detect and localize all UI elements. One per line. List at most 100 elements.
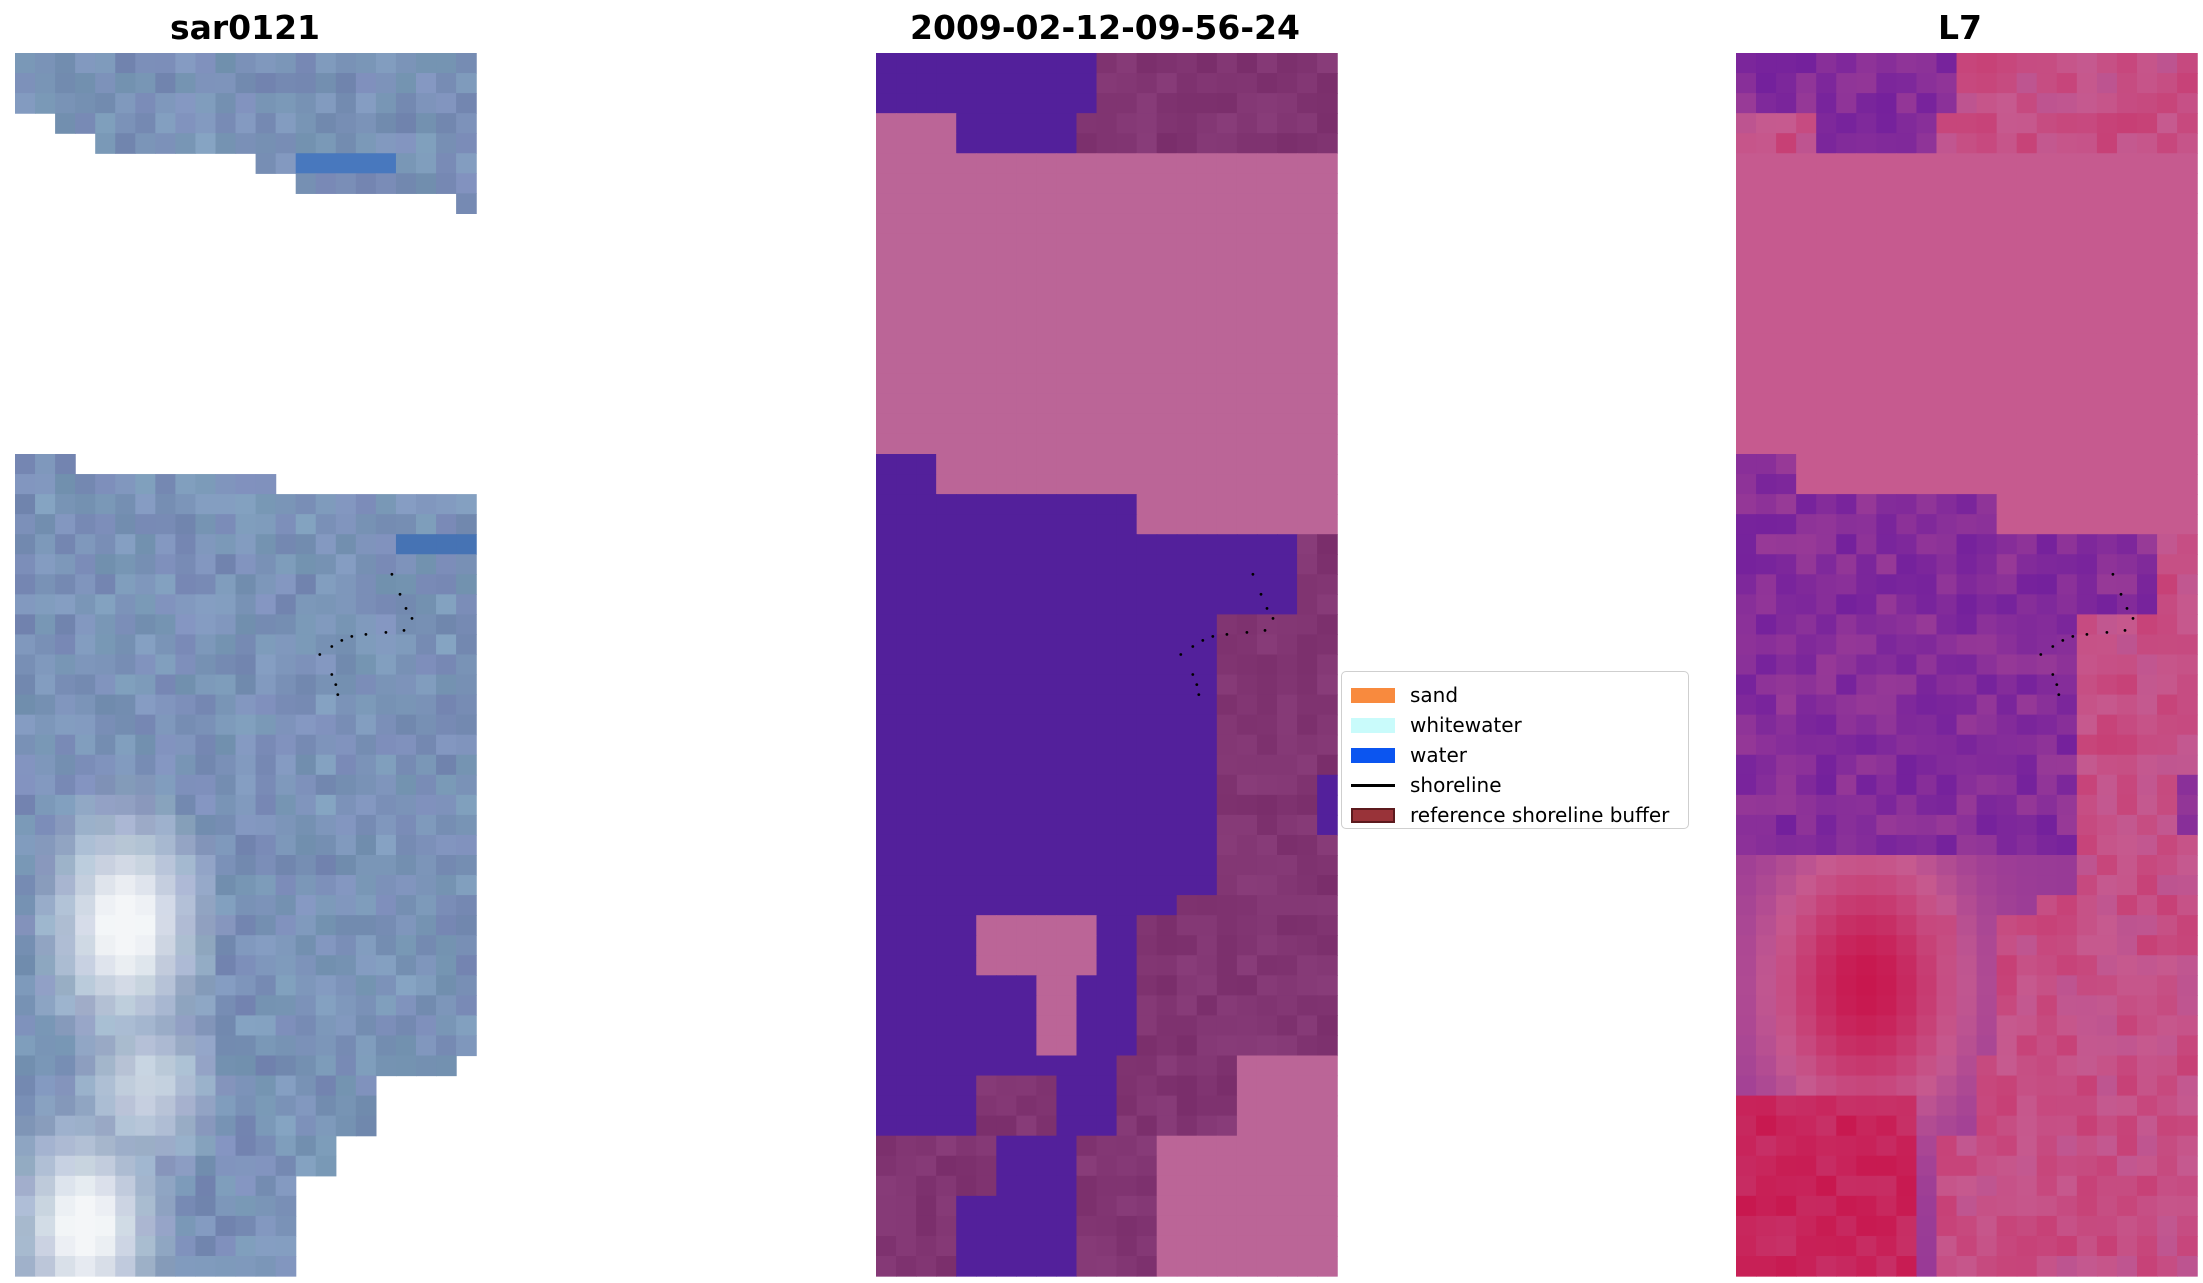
image-pixel	[896, 915, 917, 936]
image-pixel	[1776, 53, 1797, 74]
image-pixel	[1176, 73, 1198, 94]
image-pixel	[2116, 1135, 2138, 1157]
image-pixel	[1876, 975, 1897, 996]
image-pixel	[956, 173, 977, 194]
image-pixel	[375, 654, 397, 676]
image-pixel	[1916, 1175, 1938, 1197]
image-pixel	[1736, 153, 1757, 174]
image-pixel	[1256, 1175, 1278, 1197]
image-pixel	[1096, 213, 1118, 235]
image-pixel	[976, 313, 997, 335]
image-pixel	[155, 534, 176, 555]
image-pixel	[1176, 1095, 1198, 1117]
image-pixel	[436, 834, 457, 856]
image-pixel	[195, 694, 217, 716]
image-pixel	[1796, 654, 1817, 676]
image-pixel	[2096, 273, 2118, 295]
image-pixel	[1156, 1075, 1178, 1097]
image-pixel	[355, 153, 377, 174]
image-pixel	[315, 935, 337, 956]
image-pixel	[1976, 935, 1998, 956]
image-pixel	[395, 754, 417, 776]
image-pixel	[275, 734, 297, 756]
image-pixel	[996, 754, 1017, 776]
image-pixel	[1776, 133, 1797, 154]
image-pixel	[876, 774, 897, 796]
image-pixel	[1256, 614, 1278, 636]
image-pixel	[1816, 995, 1837, 1016]
image-pixel	[1076, 514, 1098, 535]
image-pixel	[335, 73, 357, 94]
image-pixel	[1736, 454, 1757, 475]
image-pixel	[916, 1195, 937, 1217]
image-pixel	[436, 754, 457, 776]
image-pixel	[275, 93, 297, 114]
image-pixel	[1836, 333, 1857, 355]
image-pixel	[1317, 113, 1338, 134]
image-pixel	[976, 1055, 997, 1077]
image-pixel	[1076, 995, 1098, 1016]
image-pixel	[1196, 834, 1218, 856]
image-pixel	[335, 554, 357, 575]
image-pixel	[2076, 554, 2098, 575]
image-pixel	[1816, 1015, 1837, 1037]
image-pixel	[235, 1035, 257, 1057]
image-pixel	[1976, 1075, 1998, 1097]
image-pixel	[2177, 413, 2198, 435]
image-pixel	[416, 754, 437, 776]
image-pixel	[1236, 1135, 1258, 1157]
image-pixel	[2177, 955, 2198, 976]
image-pixel	[1856, 1115, 1877, 1137]
image-pixel	[1156, 1035, 1178, 1057]
image-pixel	[1936, 273, 1958, 295]
image-pixel	[1096, 273, 1118, 295]
image-pixel	[1956, 674, 1978, 696]
image-pixel	[2177, 1195, 2198, 1217]
image-pixel	[215, 774, 237, 796]
image-pixel	[1996, 113, 2018, 134]
image-pixel	[15, 1015, 36, 1037]
image-pixel	[936, 213, 957, 235]
image-pixel	[1836, 253, 1857, 275]
image-pixel	[876, 373, 897, 395]
image-pixel	[1297, 373, 1318, 395]
image-pixel	[2137, 855, 2158, 876]
image-pixel	[1936, 193, 1958, 214]
image-pixel	[916, 353, 937, 375]
image-pixel	[416, 534, 437, 555]
image-pixel	[1196, 915, 1218, 936]
image-pixel	[95, 1175, 116, 1197]
image-pixel	[896, 393, 917, 415]
image-pixel	[1196, 1075, 1218, 1097]
image-pixel	[1216, 53, 1238, 74]
image-pixel	[375, 594, 397, 615]
image-pixel	[2116, 1235, 2138, 1257]
image-pixel	[2056, 774, 2078, 796]
image-pixel	[1756, 995, 1777, 1016]
image-pixel	[2177, 654, 2198, 676]
image-pixel	[1076, 213, 1098, 235]
image-pixel	[1736, 193, 1757, 214]
image-pixel	[135, 915, 156, 936]
image-pixel	[215, 474, 237, 495]
image-pixel	[436, 113, 457, 134]
image-pixel	[15, 774, 36, 796]
image-pixel	[1317, 133, 1338, 154]
image-pixel	[1136, 895, 1158, 916]
image-pixel	[876, 1075, 897, 1097]
image-pixel	[436, 714, 457, 736]
image-pixel	[996, 1015, 1017, 1037]
image-pixel	[1297, 1095, 1318, 1117]
image-pixel	[95, 1095, 116, 1117]
image-pixel	[1096, 654, 1118, 676]
image-pixel	[936, 1215, 957, 1237]
image-pixel	[175, 734, 197, 756]
image-pixel	[1317, 173, 1338, 194]
shoreline-point	[1191, 645, 1195, 648]
image-pixel	[215, 1235, 237, 1257]
image-pixel	[135, 694, 156, 716]
image-pixel	[876, 554, 897, 575]
image-pixel	[2076, 574, 2098, 595]
image-pixel	[976, 113, 997, 134]
image-pixel	[35, 1115, 56, 1137]
